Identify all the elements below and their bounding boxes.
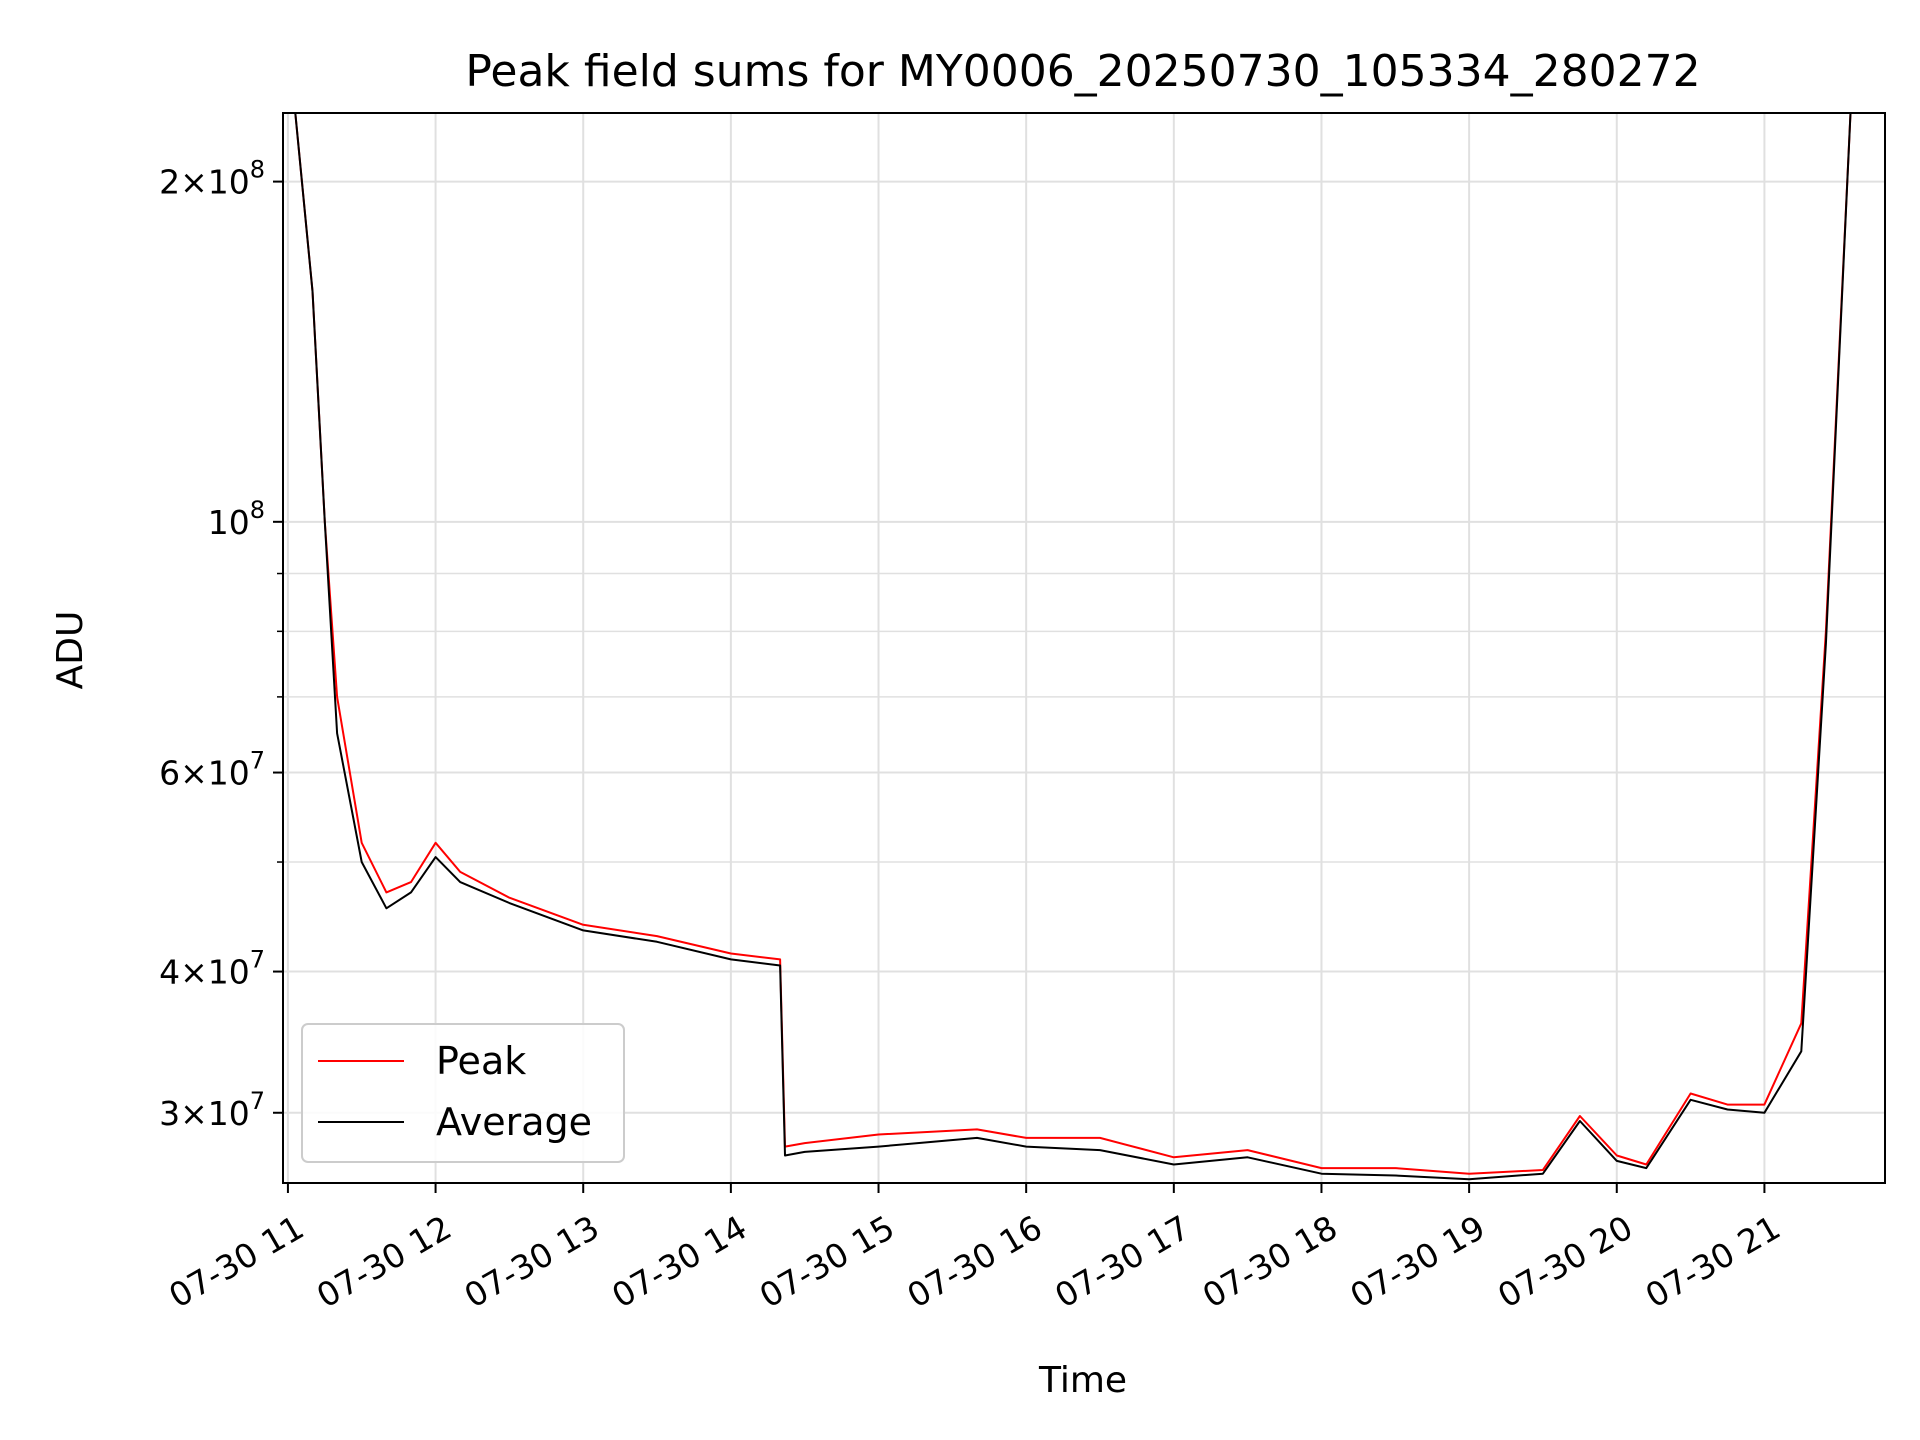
x-tick-label: 07-30 14 [605,1208,753,1316]
legend: Peak Average [301,1023,625,1163]
y-axis: 3×107 4×107 6×107 108 2×108 [159,156,283,1133]
x-tick-label: 07-30 15 [753,1208,901,1316]
series-line-average [283,112,1885,1181]
x-tick-label: 07-30 17 [1048,1208,1196,1316]
y-tick-label: 2×108 [159,156,265,202]
y-tick-label: 3×107 [159,1087,265,1133]
x-tick-label: 07-30 16 [901,1208,1049,1316]
x-tick-label: 07-30 18 [1196,1208,1344,1316]
x-tick-label: 07-30 13 [458,1208,606,1316]
x-tick-label: 07-30 20 [1491,1208,1639,1316]
plot-area-frame [282,112,1886,1184]
chart-title: Peak field sums for MY0006_20250730_1053… [465,46,1700,97]
legend-label-average: Average [436,1100,592,1144]
legend-box [301,1023,625,1163]
grid [283,113,1885,1183]
series-line-peak [283,112,1885,1175]
x-tick-label: 07-30 21 [1639,1208,1787,1316]
y-tick-label: 6×107 [159,747,265,793]
x-tick-label: 07-30 19 [1344,1208,1492,1316]
x-axis-title: Time [1038,1360,1127,1401]
x-tick-label: 07-30 12 [310,1208,458,1316]
series-layer [283,112,1885,1181]
y-tick-label: 108 [208,496,265,542]
legend-label-peak: Peak [436,1039,526,1083]
y-axis-title: ADU [50,611,91,690]
x-axis: 07-30 11 07-30 12 07-30 13 07-30 14 07-30 15… [162,1183,1787,1316]
y-tick-label: 4×107 [159,946,265,992]
x-tick-label: 07-30 11 [162,1208,310,1316]
